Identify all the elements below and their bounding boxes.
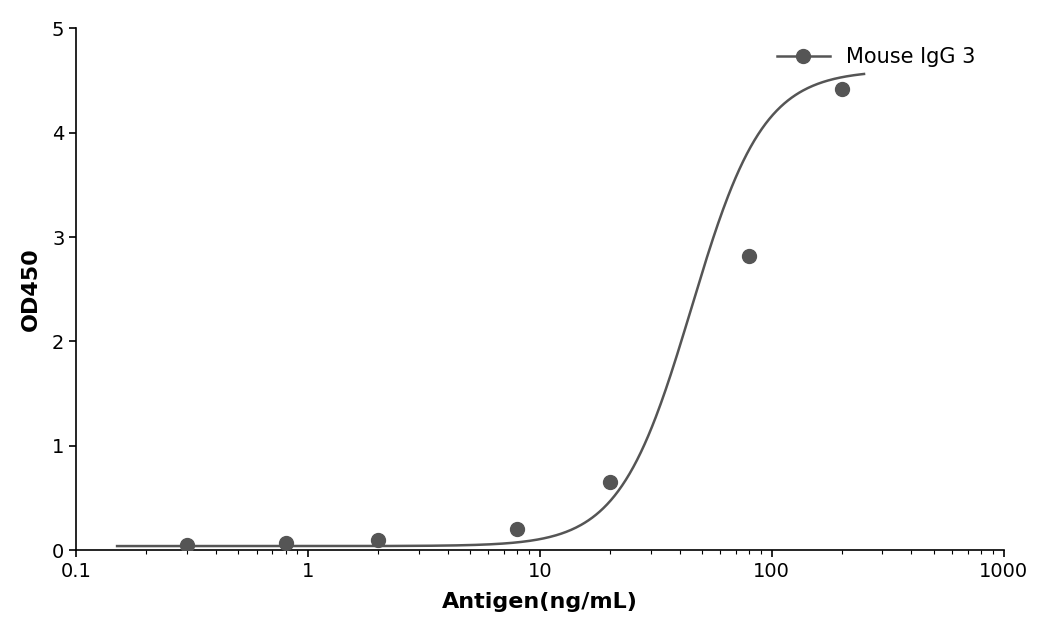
Legend: Mouse IgG 3: Mouse IgG 3 [769, 39, 984, 75]
Point [369, 535, 386, 545]
Point [833, 84, 850, 94]
X-axis label: Antigen(ng/mL): Antigen(ng/mL) [442, 592, 638, 612]
Point [509, 524, 526, 534]
Point [741, 251, 757, 261]
Point [601, 477, 618, 487]
Y-axis label: OD450: OD450 [21, 248, 41, 331]
Point [277, 538, 294, 548]
Point [178, 540, 195, 550]
